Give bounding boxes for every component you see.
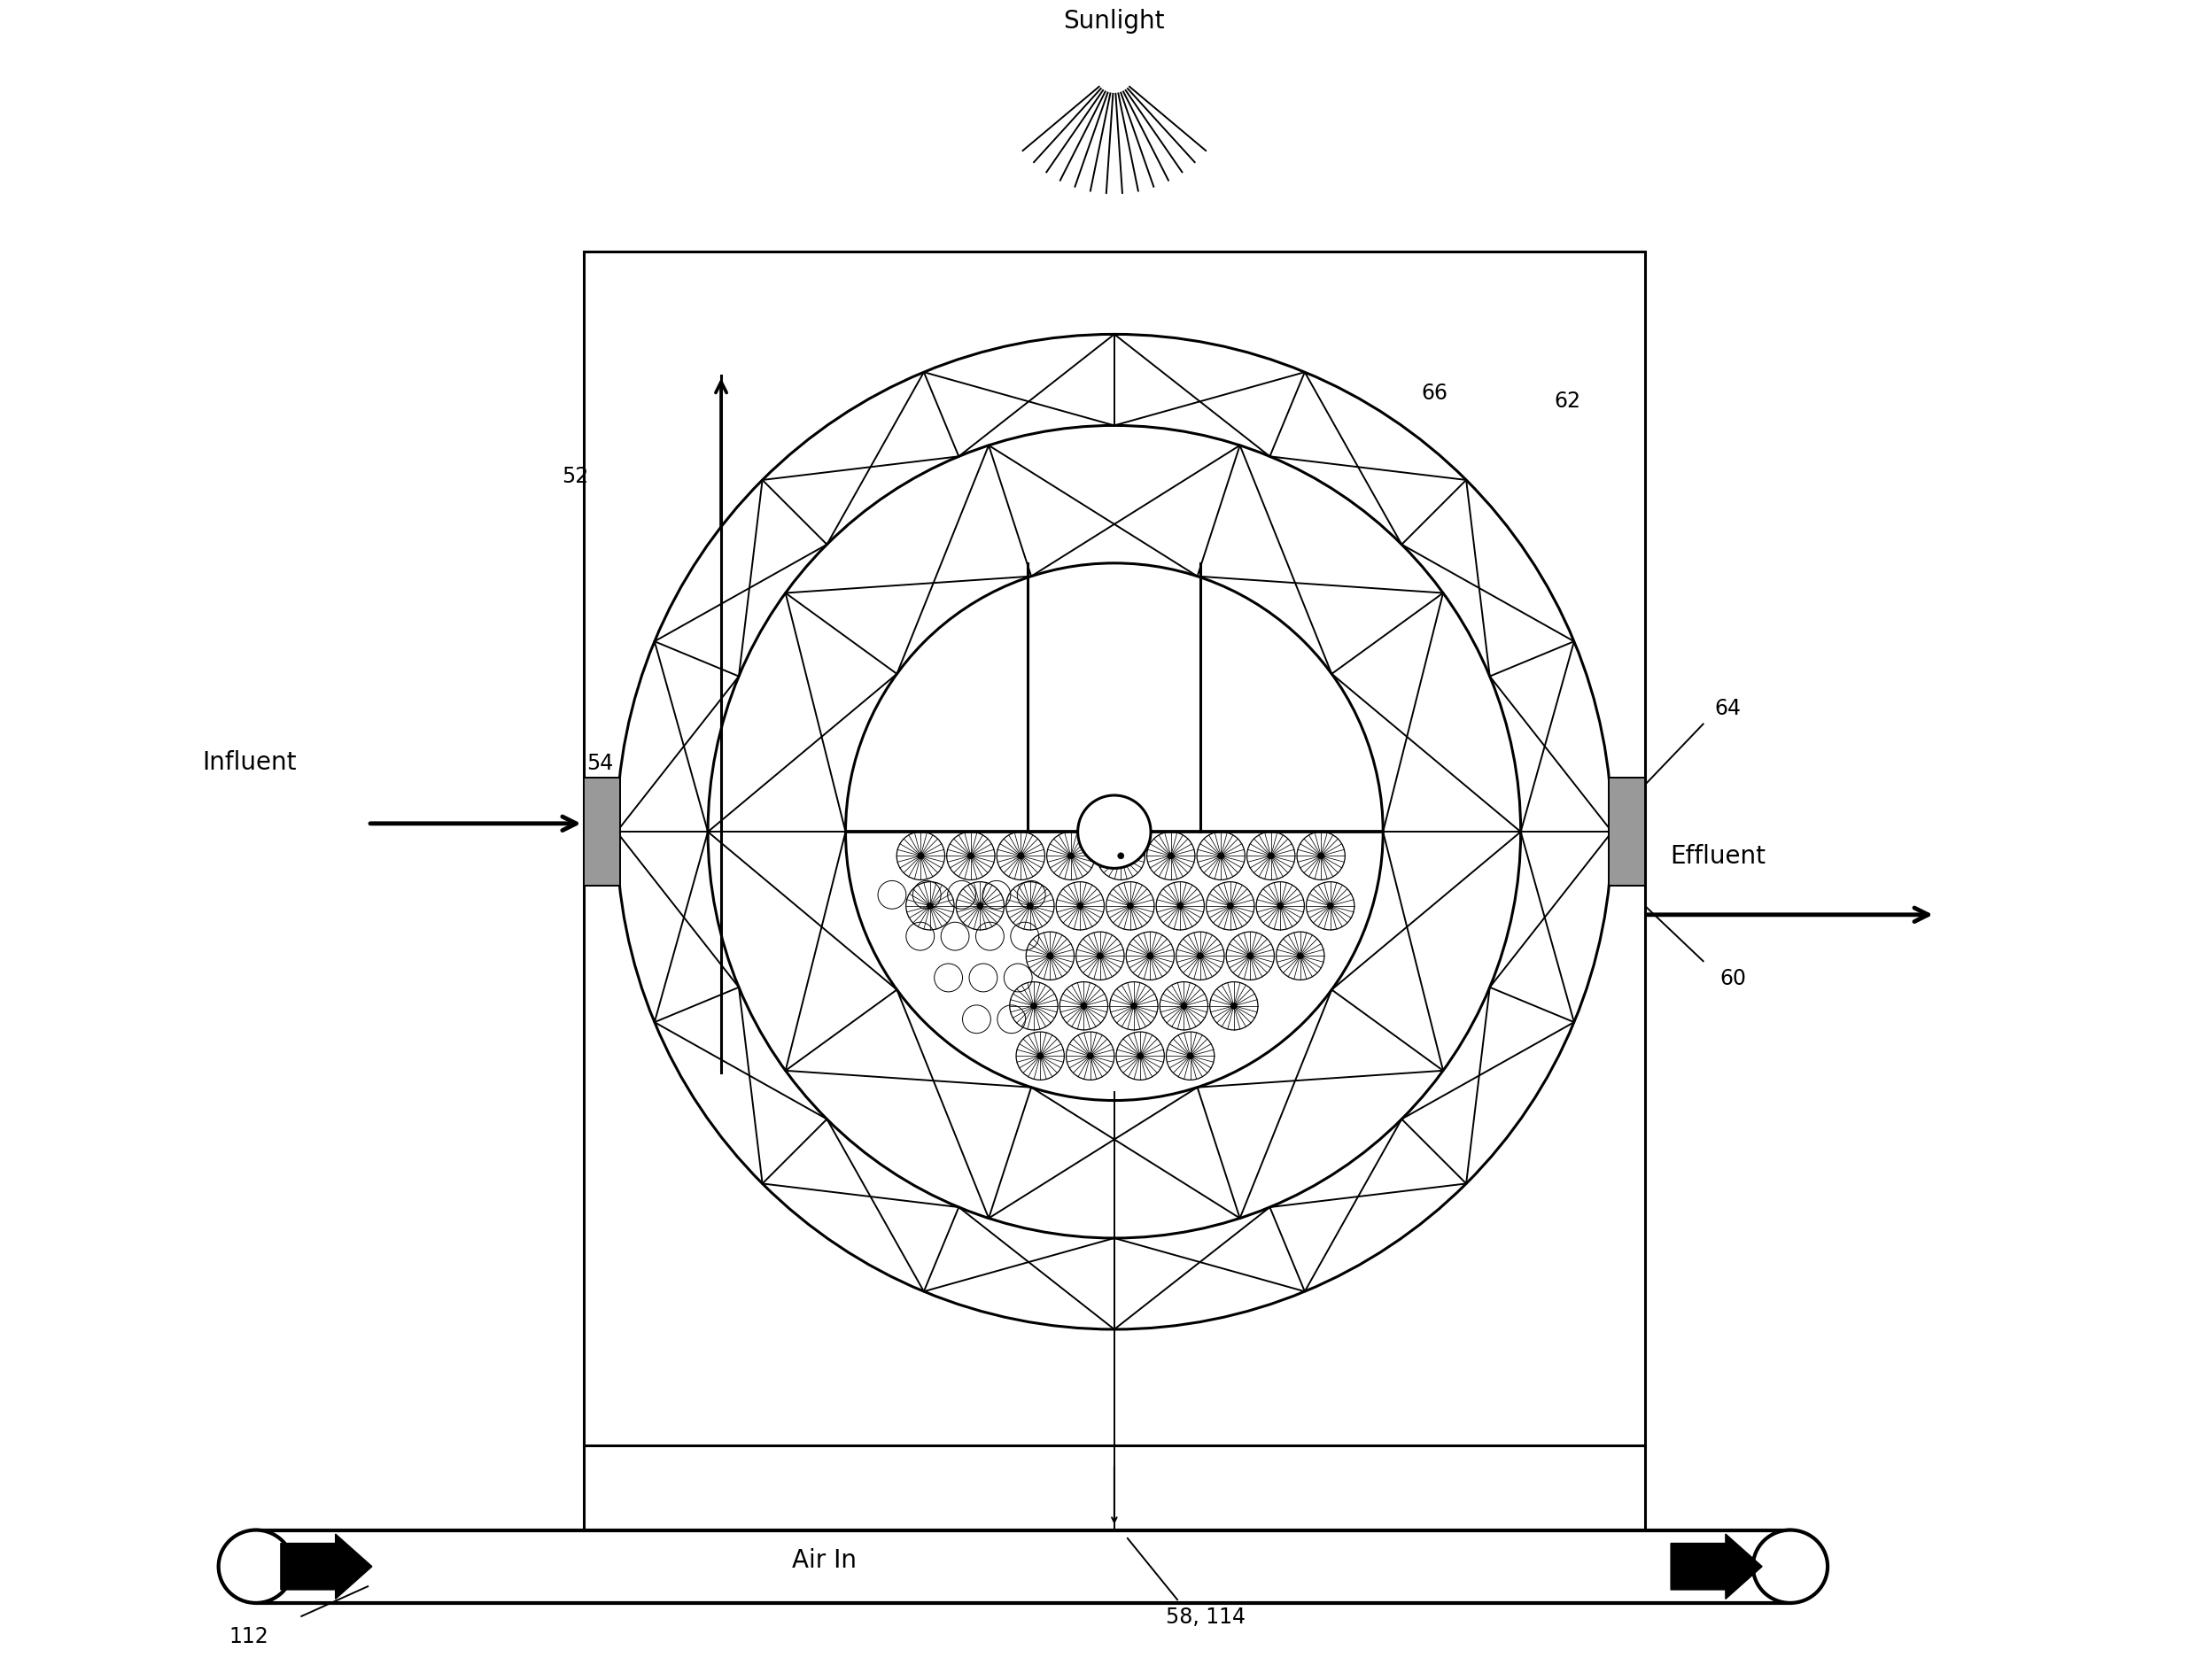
Circle shape bbox=[1318, 853, 1325, 860]
Circle shape bbox=[1230, 1004, 1237, 1009]
Circle shape bbox=[1219, 853, 1223, 860]
Circle shape bbox=[1077, 903, 1084, 910]
Ellipse shape bbox=[1752, 1531, 1827, 1603]
Circle shape bbox=[927, 903, 933, 910]
Bar bbox=[584, 253, 1646, 1445]
Text: 52: 52 bbox=[562, 465, 588, 487]
Circle shape bbox=[918, 853, 925, 860]
Circle shape bbox=[708, 427, 1520, 1238]
Circle shape bbox=[1137, 1052, 1144, 1059]
Circle shape bbox=[1130, 1004, 1137, 1009]
Circle shape bbox=[1082, 1004, 1086, 1009]
Circle shape bbox=[1077, 796, 1150, 868]
Text: 58, 114: 58, 114 bbox=[1166, 1606, 1245, 1626]
Circle shape bbox=[1031, 1004, 1037, 1009]
Circle shape bbox=[1097, 954, 1104, 959]
Bar bbox=[1608, 778, 1646, 887]
Ellipse shape bbox=[219, 1531, 294, 1603]
Circle shape bbox=[1188, 1052, 1194, 1059]
Circle shape bbox=[978, 903, 982, 910]
Circle shape bbox=[1327, 903, 1334, 910]
Circle shape bbox=[1197, 954, 1203, 959]
Circle shape bbox=[1296, 954, 1303, 959]
Circle shape bbox=[1037, 1052, 1044, 1059]
Text: Air In: Air In bbox=[792, 1548, 856, 1573]
Text: Exchange: Exchange bbox=[664, 744, 686, 853]
Bar bbox=[584, 778, 619, 887]
Circle shape bbox=[1248, 954, 1254, 959]
Circle shape bbox=[1046, 954, 1053, 959]
Text: Effluent: Effluent bbox=[1670, 843, 1765, 868]
Text: Gas: Gas bbox=[664, 688, 686, 729]
Circle shape bbox=[1018, 853, 1024, 860]
Circle shape bbox=[845, 564, 1382, 1101]
Text: 70: 70 bbox=[1018, 606, 1044, 627]
Text: 66: 66 bbox=[1420, 383, 1449, 403]
Text: Influent: Influent bbox=[201, 750, 296, 775]
Text: 64: 64 bbox=[1714, 698, 1741, 718]
Circle shape bbox=[1168, 853, 1175, 860]
Circle shape bbox=[1177, 903, 1183, 910]
Circle shape bbox=[1148, 954, 1152, 959]
FancyArrow shape bbox=[281, 1534, 372, 1599]
Circle shape bbox=[1086, 1052, 1093, 1059]
Circle shape bbox=[1181, 1004, 1188, 1009]
Text: 72: 72 bbox=[1480, 852, 1506, 873]
Circle shape bbox=[1128, 903, 1133, 910]
Text: 60: 60 bbox=[1719, 967, 1745, 989]
Text: Sunlight: Sunlight bbox=[1064, 8, 1166, 33]
Circle shape bbox=[1276, 903, 1283, 910]
FancyArrow shape bbox=[1670, 1534, 1763, 1599]
Circle shape bbox=[1068, 853, 1075, 860]
Circle shape bbox=[1228, 903, 1234, 910]
Circle shape bbox=[967, 853, 973, 860]
Text: 54: 54 bbox=[586, 751, 613, 773]
Text: 62: 62 bbox=[1553, 390, 1579, 412]
Circle shape bbox=[1117, 853, 1124, 860]
Text: 56: 56 bbox=[852, 763, 878, 785]
Circle shape bbox=[617, 335, 1613, 1330]
Text: 71: 71 bbox=[1210, 731, 1237, 751]
Circle shape bbox=[1026, 903, 1033, 910]
Text: 112: 112 bbox=[228, 1626, 268, 1646]
Circle shape bbox=[1267, 853, 1274, 860]
